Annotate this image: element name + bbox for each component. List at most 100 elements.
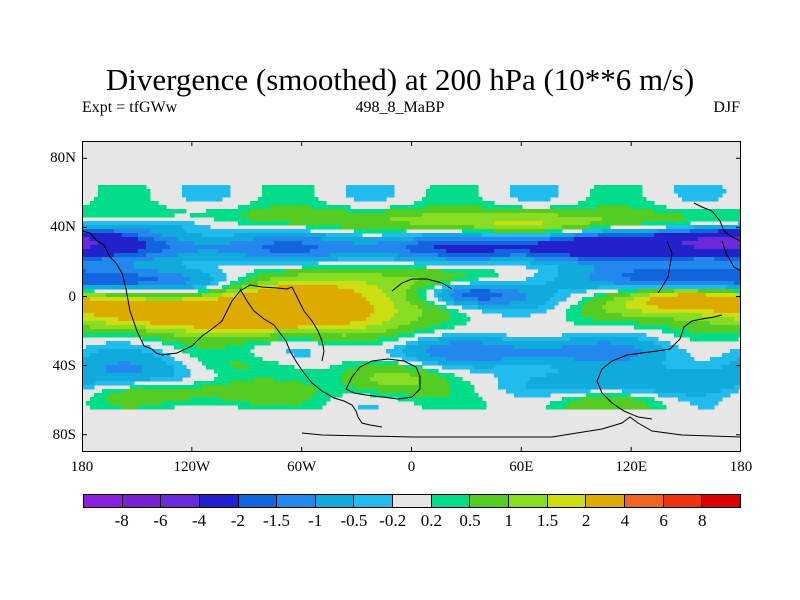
field-cell <box>334 213 339 218</box>
field-cell <box>274 253 279 258</box>
field-cell <box>286 281 291 286</box>
field-cell <box>706 321 711 326</box>
field-cell <box>522 225 527 230</box>
field-cell <box>302 297 307 302</box>
field-cell <box>558 229 563 234</box>
field-cell <box>254 241 259 246</box>
field-cell <box>274 269 279 274</box>
field-cell <box>730 213 735 218</box>
field-cell <box>658 317 663 322</box>
field-cell <box>714 229 719 234</box>
field-cell <box>610 253 615 258</box>
field-cell <box>282 309 287 314</box>
field-cell <box>186 309 191 314</box>
field-cell <box>278 277 283 282</box>
field-cell <box>718 213 723 218</box>
field-cell <box>442 185 447 190</box>
field-cell <box>306 229 311 234</box>
field-cell <box>486 289 491 294</box>
field-cell <box>302 245 307 250</box>
field-cell <box>538 221 543 226</box>
field-cell <box>342 297 347 302</box>
field-cell <box>590 241 595 246</box>
field-cell <box>114 317 119 322</box>
field-cell <box>226 249 231 254</box>
field-cell <box>626 277 631 282</box>
field-cell <box>138 293 143 298</box>
field-cell <box>534 305 539 310</box>
field-cell <box>466 185 471 190</box>
field-cell <box>518 241 523 246</box>
field-cell <box>170 281 175 286</box>
field-cell <box>270 217 275 222</box>
field-cell <box>274 317 279 322</box>
field-cell <box>626 321 631 326</box>
field-cell <box>638 201 643 206</box>
field-cell <box>682 293 687 298</box>
field-cell <box>638 257 643 262</box>
field-cell <box>646 201 651 206</box>
field-cell <box>178 249 183 254</box>
field-cell <box>202 269 207 274</box>
field-cell <box>146 245 151 250</box>
field-cell <box>442 201 447 206</box>
field-cell <box>182 281 187 286</box>
field-cell <box>658 309 663 314</box>
field-cell <box>138 241 143 246</box>
field-cell <box>386 285 391 290</box>
field-cell <box>674 293 679 298</box>
field-cell <box>210 233 215 238</box>
field-cell <box>326 305 331 310</box>
field-cell <box>198 213 203 218</box>
field-cell <box>482 289 487 294</box>
field-cell <box>246 317 251 322</box>
field-cell <box>394 205 399 210</box>
field-cell <box>366 193 371 198</box>
field-cell <box>490 309 495 314</box>
field-cell <box>134 305 139 310</box>
field-cell <box>398 297 403 302</box>
field-cell <box>554 233 559 238</box>
field-cell <box>542 285 547 290</box>
field-cell <box>346 205 351 210</box>
field-cell <box>478 273 483 278</box>
field-cell <box>190 293 195 298</box>
field-cell <box>262 309 267 314</box>
field-cell <box>358 217 363 222</box>
field-cell <box>610 209 615 214</box>
field-cell <box>98 205 103 210</box>
field-cell <box>282 233 287 238</box>
field-cell <box>326 241 331 246</box>
field-cell <box>590 189 595 194</box>
field-cell <box>246 209 251 214</box>
field-cell <box>110 273 115 278</box>
field-cell <box>414 257 419 262</box>
field-cell <box>374 293 379 298</box>
field-cell <box>338 265 343 270</box>
field-cell <box>150 225 155 230</box>
field-cell <box>582 229 587 234</box>
field-cell <box>86 305 91 310</box>
field-cell <box>138 261 143 266</box>
field-cell <box>726 277 731 282</box>
field-cell <box>506 253 511 258</box>
field-cell <box>698 313 703 318</box>
field-cell <box>586 281 591 286</box>
field-cell <box>590 253 595 258</box>
field-cell <box>618 285 623 290</box>
field-cell <box>158 257 163 262</box>
field-cell <box>234 213 239 218</box>
field-cell <box>518 193 523 198</box>
field-cell <box>98 237 103 242</box>
field-cell <box>402 309 407 314</box>
field-cell <box>406 245 411 250</box>
field-cell <box>710 225 715 230</box>
field-cell <box>258 253 263 258</box>
field-cell <box>154 249 159 254</box>
field-cell <box>278 273 283 278</box>
field-cell <box>594 245 599 250</box>
field-cell <box>614 209 619 214</box>
field-cell <box>442 253 447 258</box>
field-cell <box>406 265 411 270</box>
field-cell <box>698 257 703 262</box>
